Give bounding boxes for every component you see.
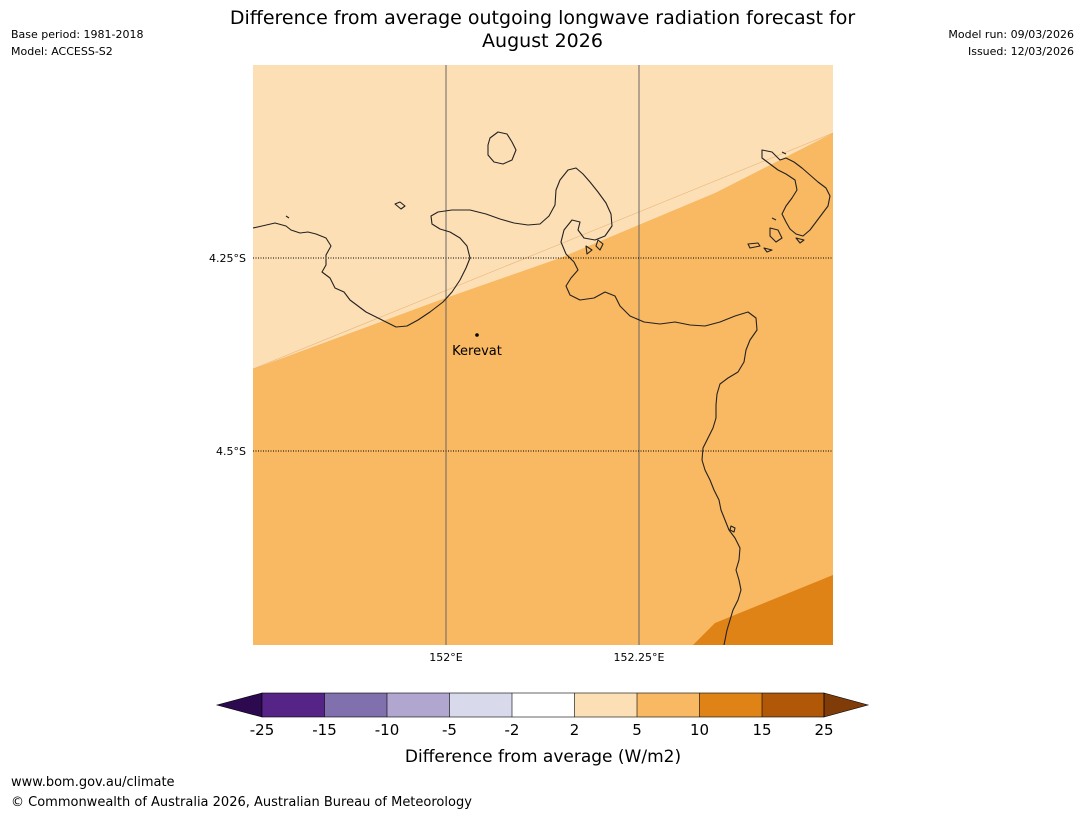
tick-label-8: 15 <box>752 721 771 739</box>
colorbar-bin-2 <box>387 693 450 717</box>
islet-j <box>781 151 787 155</box>
islet-b <box>285 215 290 219</box>
island-north <box>487 131 517 165</box>
footer-copyright: © Commonwealth of Australia 2026, Austra… <box>11 795 472 810</box>
tick-label-4: -2 <box>505 721 520 739</box>
colorbar-bin-8 <box>762 693 824 717</box>
issued-text: Issued: 12/03/2026 <box>967 45 1074 58</box>
base-period-text: Base period: 1981-2018 <box>11 28 144 41</box>
lat-label-4-25s: 4.25°S <box>209 252 246 265</box>
tick-label-3: -5 <box>442 721 457 739</box>
tick-label-6: 5 <box>632 721 642 739</box>
title-line-1: Difference from average outgoing longwav… <box>229 7 856 29</box>
islet-h <box>795 237 805 244</box>
map-area: Kerevat <box>253 65 833 645</box>
footer-url: www.bom.gov.au/climate <box>11 775 175 790</box>
colorbar-bin-4 <box>512 693 575 717</box>
colorbar-title: Difference from average (W/m2) <box>405 747 681 767</box>
islet-i <box>771 217 777 221</box>
islet-d <box>585 245 593 255</box>
coastline-west <box>253 167 758 645</box>
colorbar-extend-low <box>215 692 263 718</box>
colorbar-bin-5 <box>574 693 637 717</box>
model-text: Model: ACCESS-S2 <box>11 45 113 58</box>
metadata-left: Base period: 1981-2018 Model: ACCESS-S2 <box>11 26 143 60</box>
map-title: Difference from average outgoing longwav… <box>0 7 1085 53</box>
model-run-text: Model run: 09/03/2026 <box>948 28 1074 41</box>
tick-label-0: -25 <box>250 721 275 739</box>
colorbar-bin-1 <box>324 693 387 717</box>
tick-label-1: -15 <box>312 721 337 739</box>
islet-c <box>595 239 604 251</box>
tick-label-2: -10 <box>375 721 400 739</box>
region-5-to-10 <box>253 133 833 645</box>
colorbar-bin-7 <box>699 693 762 717</box>
title-line-2: August 2026 <box>482 30 603 52</box>
metadata-right: Model run: 09/03/2026 Issued: 12/03/2026 <box>948 26 1074 60</box>
tick-label-9: 25 <box>814 721 833 739</box>
colorbar-extend-high <box>823 692 870 718</box>
islet-g <box>763 247 773 253</box>
lon-label-152e: 152°E <box>429 651 462 664</box>
islet-k <box>729 525 736 533</box>
tick-label-7: 10 <box>690 721 709 739</box>
colorbar-bin-3 <box>449 693 512 717</box>
colorbar-frame <box>261 692 825 718</box>
lon-label-152-25e: 152.25°E <box>614 651 665 664</box>
duke-of-york-islands <box>761 149 831 237</box>
kerevat-marker <box>475 333 479 337</box>
islet-f <box>747 242 761 249</box>
contour-line-5 <box>253 132 833 370</box>
colorbar-bin-0 <box>262 693 325 717</box>
colorbar-tick-labels: -25 -15 -10 -5 -2 2 5 10 15 25 <box>250 721 834 739</box>
lat-label-4-5s: 4.5°S <box>216 445 246 458</box>
coastline <box>253 131 831 645</box>
islet-a <box>394 201 406 210</box>
kerevat-label: Kerevat <box>452 344 502 359</box>
tick-label-5: 2 <box>570 721 580 739</box>
islet-e <box>769 227 783 243</box>
colorbar-dividers <box>324 693 763 717</box>
colorbar-bin-6 <box>637 693 700 717</box>
colorbar: -25 -15 -10 -5 -2 2 5 10 15 25 Differenc… <box>215 692 870 767</box>
